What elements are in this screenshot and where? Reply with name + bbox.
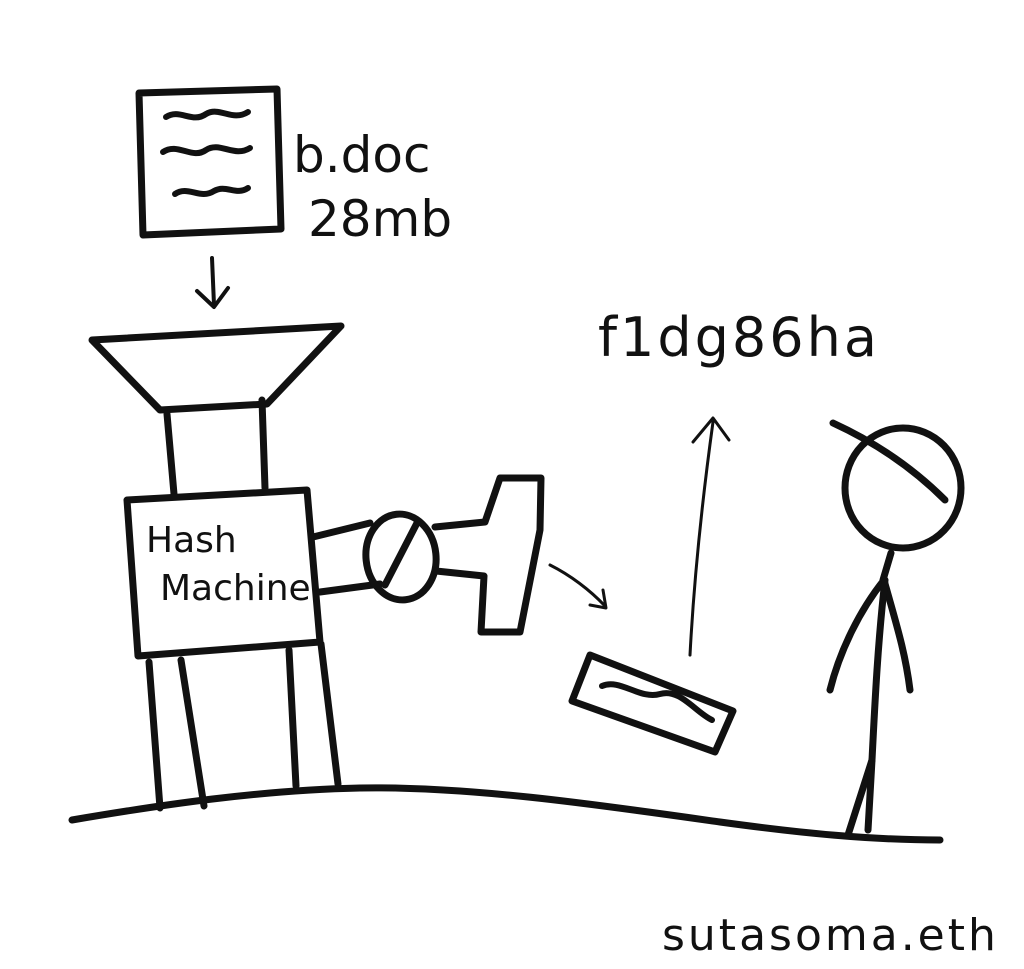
machine-legs <box>145 640 342 812</box>
funnel <box>88 322 345 414</box>
document-size: 28mb <box>308 190 452 248</box>
hash-output-text: f1dg86ha <box>598 306 880 369</box>
output-arm <box>309 474 545 636</box>
stick-figure <box>826 419 965 839</box>
machine-label-line2: Machine <box>160 568 311 609</box>
signature-text: sutasoma.eth <box>662 910 999 961</box>
output-arrow <box>548 563 608 610</box>
machine-label-line1: Hash <box>146 520 237 561</box>
hash-arrow <box>688 416 731 657</box>
document-label: b.doc 28mb <box>293 126 452 248</box>
output-chunk <box>568 651 737 756</box>
machine-label: Hash Machine <box>146 520 311 609</box>
machine-neck <box>163 396 269 498</box>
document-filename: b.doc <box>293 126 430 184</box>
document-icon <box>135 85 285 239</box>
input-arrow <box>195 256 230 309</box>
ground-line <box>68 784 944 844</box>
